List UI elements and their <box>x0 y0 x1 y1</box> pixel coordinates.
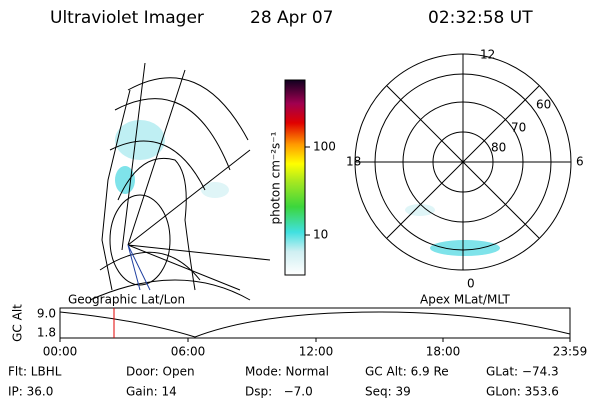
status-field: GLat: −74.3 <box>486 365 559 379</box>
status-field: Dsp: −7.0 <box>245 385 313 399</box>
status-field: Door: Open <box>126 365 195 379</box>
instrument: Ultraviolet Imager <box>50 8 204 28</box>
ring-label: 60 <box>536 98 551 112</box>
hour-label: 12 <box>480 48 495 62</box>
hour-label: 0 <box>467 277 475 291</box>
status-field: Gain: 14 <box>126 385 177 399</box>
x-tick-label: 18:00 <box>426 345 461 359</box>
timeline-title: Geographic Lat/Lon <box>68 293 185 307</box>
status-field: Seq: 39 <box>365 385 411 399</box>
altitude-curve <box>59 311 571 338</box>
geographic-map <box>89 62 271 301</box>
colorbar-tick: 10 <box>313 228 328 242</box>
y-tick-label: 1.8 <box>37 326 56 340</box>
x-tick-label: 00:00 <box>43 345 78 359</box>
ring-label: 80 <box>491 141 506 155</box>
y-tick-label: 9.0 <box>37 307 56 321</box>
polar-plot <box>354 53 572 271</box>
timeline-title: Apex MLat/MLT <box>420 293 510 307</box>
time: 02:32:58 UT <box>428 8 533 28</box>
status-field: Flt: LBHL <box>8 365 62 379</box>
ring-label: 70 <box>511 121 526 135</box>
colorbar <box>284 79 306 276</box>
date: 28 Apr 07 <box>250 8 333 28</box>
status-field: IP: 36.0 <box>8 385 53 399</box>
colorbar-label: photon cm⁻²s⁻¹ <box>269 131 283 224</box>
x-tick-label: 06:00 <box>171 345 206 359</box>
hour-label: 6 <box>576 155 584 169</box>
timeline-box <box>59 307 571 339</box>
status-field: GC Alt: 6.9 Re <box>365 365 449 379</box>
colorbar-tick: 100 <box>313 140 336 154</box>
status-field: GLon: 353.6 <box>486 385 559 399</box>
x-tick-label: 12:00 <box>299 345 334 359</box>
hour-label: 18 <box>346 155 361 169</box>
x-tick-label: 23:59 <box>553 345 588 359</box>
status-field: Mode: Normal <box>245 365 329 379</box>
y-label: GC Alt <box>11 304 25 342</box>
